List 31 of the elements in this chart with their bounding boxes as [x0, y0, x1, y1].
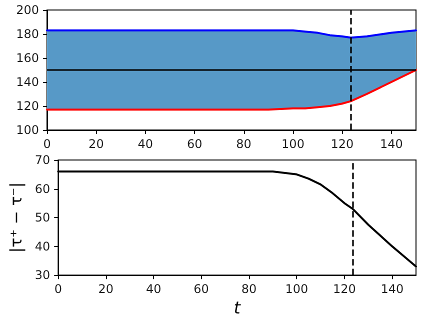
x-tick-label: 80 — [236, 137, 252, 151]
x-tick-label: 40 — [146, 282, 162, 296]
x-tick-label: 20 — [98, 282, 114, 296]
x-tick-label: 140 — [380, 137, 403, 151]
x-tick-label: 100 — [282, 137, 304, 151]
x-tick-label: 40 — [138, 137, 154, 151]
x-tick-label: 0 — [43, 137, 51, 151]
x-tick-label: 60 — [186, 137, 202, 151]
x-tick-label: 120 — [330, 137, 354, 151]
y-tick-label: 60 — [34, 182, 50, 196]
x-axis-title: t — [234, 298, 242, 318]
y-tick-label: 200 — [16, 3, 39, 17]
y-tick-label: 40 — [34, 239, 50, 254]
x-tick-label: 80 — [241, 282, 257, 296]
y-tick-label: 70 — [34, 153, 50, 167]
y-tick-label: 100 — [16, 123, 39, 137]
y-tick-label: 140 — [16, 75, 39, 89]
y-axis-title: |τ⁺ − τ⁻| — [6, 182, 26, 253]
y-tick-label: 180 — [16, 27, 39, 41]
y-tick-label: 120 — [16, 99, 39, 113]
x-tick-label: 0 — [54, 282, 62, 296]
line-series — [46, 69, 417, 111]
x-tick-label: 120 — [332, 282, 356, 296]
x-tick-label: 60 — [194, 282, 209, 296]
line-series — [46, 29, 417, 39]
x-tick-label: 140 — [380, 282, 404, 296]
y-tick-label: 30 — [34, 268, 50, 282]
y-tick-label: 50 — [34, 210, 50, 225]
y-tick-label: 160 — [16, 51, 39, 65]
x-tick-label: 20 — [88, 137, 104, 151]
x-tick-label: 100 — [285, 282, 308, 296]
